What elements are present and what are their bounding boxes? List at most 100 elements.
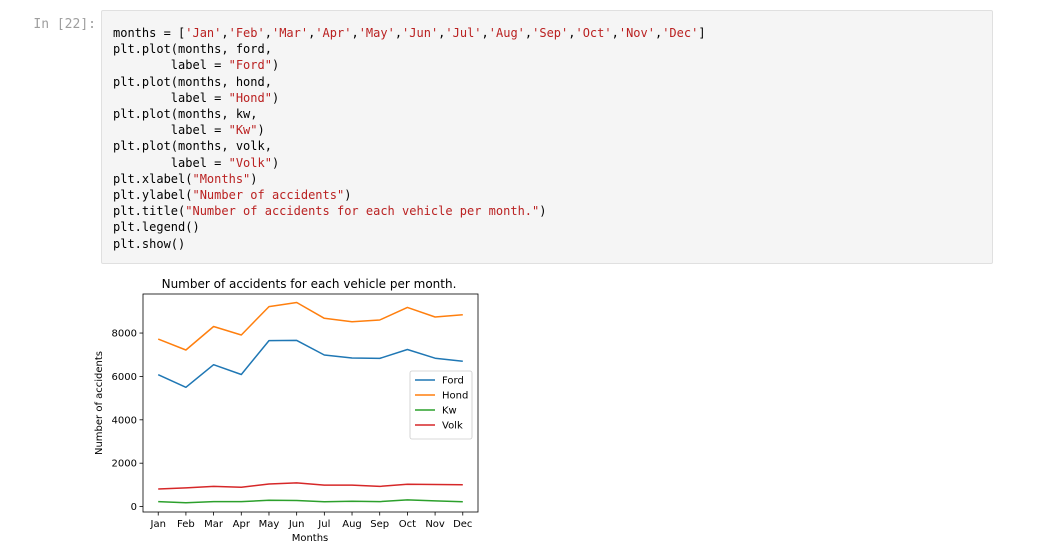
code-text: , bbox=[524, 26, 533, 40]
code-string: 'Apr' bbox=[315, 26, 352, 40]
code-line: plt.plot(months, kw, bbox=[113, 107, 258, 121]
x-tick-label: Jun bbox=[288, 519, 305, 530]
series-line-ford bbox=[157, 339, 463, 389]
code-text: , bbox=[611, 26, 619, 40]
code-line: plt.show() bbox=[113, 237, 185, 251]
x-tick-label: Aug bbox=[342, 519, 362, 530]
cell-prompt: In [22]: bbox=[33, 17, 96, 32]
code-line: label = "Ford") bbox=[113, 58, 279, 72]
code-text: ) bbox=[271, 58, 280, 73]
code-text: ) bbox=[539, 204, 547, 219]
code-string: "Kw" bbox=[228, 123, 258, 138]
code-text: label = bbox=[113, 58, 229, 73]
code-text: plt.show() bbox=[113, 236, 186, 251]
legend-label: Volk bbox=[442, 421, 463, 432]
code-text: ) bbox=[271, 155, 280, 170]
code-line: months = ['Jan','Feb','Mar','Apr','May',… bbox=[113, 26, 706, 40]
y-axis: 0 2000 4000 6000 8000 bbox=[112, 329, 143, 513]
code-string: 'Feb' bbox=[228, 26, 265, 40]
code-cell-input[interactable]: months = ['Jan','Feb','Mar','Apr','May',… bbox=[101, 10, 993, 264]
code-string: 'Sep' bbox=[532, 26, 569, 40]
code-line: label = "Volk") bbox=[113, 156, 279, 170]
code-editor[interactable]: months = ['Jan','Feb','Mar','Apr','May',… bbox=[102, 11, 992, 252]
code-text: plt.plot(months, hond, bbox=[113, 74, 272, 89]
code-text: ) bbox=[250, 171, 258, 186]
code-string: 'Jan' bbox=[185, 26, 222, 40]
code-string: "Volk" bbox=[228, 155, 272, 170]
y-tick-label: 6000 bbox=[112, 372, 137, 383]
x-axis-label: Months bbox=[292, 533, 329, 544]
legend-box bbox=[409, 370, 473, 440]
line-chart: Number of accidents for each vehicle per… bbox=[94, 277, 479, 544]
code-text: label = bbox=[113, 155, 229, 170]
x-tick-label: Sep bbox=[370, 519, 389, 530]
code-text: plt.legend() bbox=[113, 220, 200, 235]
code-text: ) bbox=[344, 188, 352, 203]
code-line: plt.title("Number of accidents for each … bbox=[113, 204, 547, 218]
code-text: ] bbox=[698, 26, 706, 40]
legend-label: Kw bbox=[442, 406, 457, 417]
series-line-hond bbox=[157, 301, 463, 351]
code-string: 'Jul' bbox=[445, 26, 482, 40]
x-tick-label: Jan bbox=[150, 519, 166, 530]
chart-legend: Ford Hond Kw Volk bbox=[409, 370, 473, 440]
code-text: plt.ylabel( bbox=[113, 188, 193, 203]
code-line: plt.xlabel("Months") bbox=[113, 172, 258, 186]
code-line: plt.ylabel("Number of accidents") bbox=[113, 188, 351, 202]
legend-label: Hond bbox=[442, 391, 468, 402]
code-text: , bbox=[351, 26, 359, 40]
code-line: label = "Hond") bbox=[113, 91, 279, 105]
code-text: , bbox=[264, 26, 272, 40]
code-text: , bbox=[481, 26, 489, 40]
code-text: plt.plot(months, ford, bbox=[113, 42, 272, 57]
y-tick-label: 0 bbox=[131, 502, 137, 513]
y-tick-label: 2000 bbox=[112, 459, 137, 470]
code-text: ) bbox=[257, 123, 265, 138]
code-string: "Number of accidents for each vehicle pe… bbox=[185, 204, 540, 219]
x-tick-label: Apr bbox=[233, 519, 251, 530]
code-text: ) bbox=[271, 90, 280, 105]
code-text: , bbox=[654, 26, 663, 40]
code-text: , bbox=[394, 26, 403, 40]
code-text: label = bbox=[113, 123, 229, 138]
code-string: "Number of accidents" bbox=[192, 188, 345, 203]
chart-title: Number of accidents for each vehicle per… bbox=[162, 277, 457, 291]
code-string: 'Oct' bbox=[575, 26, 612, 40]
x-axis: Jan Feb Mar Apr May Jun Jul Aug Sep Oct Nov Dec bbox=[150, 512, 472, 530]
cell-output: Number of accidents for each vehicle per… bbox=[90, 272, 490, 544]
x-tick-label: Dec bbox=[453, 519, 472, 530]
code-string: 'May' bbox=[358, 26, 395, 40]
series-lines bbox=[157, 301, 463, 504]
code-string: "Ford" bbox=[228, 58, 272, 73]
code-line: plt.plot(months, volk, bbox=[113, 139, 272, 153]
code-text: , bbox=[221, 26, 229, 40]
code-text: plt.plot(months, kw, bbox=[113, 107, 258, 122]
code-line: label = "Kw") bbox=[113, 123, 265, 137]
code-text: plt.xlabel( bbox=[113, 171, 193, 186]
code-text: , bbox=[438, 26, 446, 40]
y-axis-label: Number of accidents bbox=[94, 351, 105, 455]
code-text: , bbox=[568, 26, 576, 40]
x-tick-label: Feb bbox=[177, 519, 195, 530]
code-text: label = bbox=[113, 90, 229, 105]
x-tick-label: Oct bbox=[399, 519, 416, 530]
legend-label: Ford bbox=[442, 376, 464, 387]
y-tick-label: 8000 bbox=[112, 329, 137, 340]
code-text: , bbox=[308, 26, 316, 40]
code-string: "Hond" bbox=[228, 90, 272, 105]
code-string: "Months" bbox=[192, 171, 251, 186]
x-tick-label: Nov bbox=[425, 519, 445, 530]
series-line-kw bbox=[158, 499, 463, 504]
code-string: 'Dec' bbox=[662, 26, 699, 40]
x-tick-label: Jul bbox=[317, 519, 330, 530]
x-tick-label: May bbox=[259, 519, 280, 530]
code-string: 'Nov' bbox=[618, 26, 655, 40]
code-line: plt.plot(months, ford, bbox=[113, 42, 272, 56]
code-line: plt.plot(months, hond, bbox=[113, 75, 272, 89]
plot-area bbox=[142, 293, 479, 513]
code-string: 'Jun' bbox=[402, 26, 439, 40]
code-text: plt.title( bbox=[113, 204, 186, 219]
code-string: 'Mar' bbox=[271, 26, 309, 40]
series-line-volk bbox=[158, 482, 463, 490]
code-text: plt.plot(months, volk, bbox=[113, 139, 272, 154]
